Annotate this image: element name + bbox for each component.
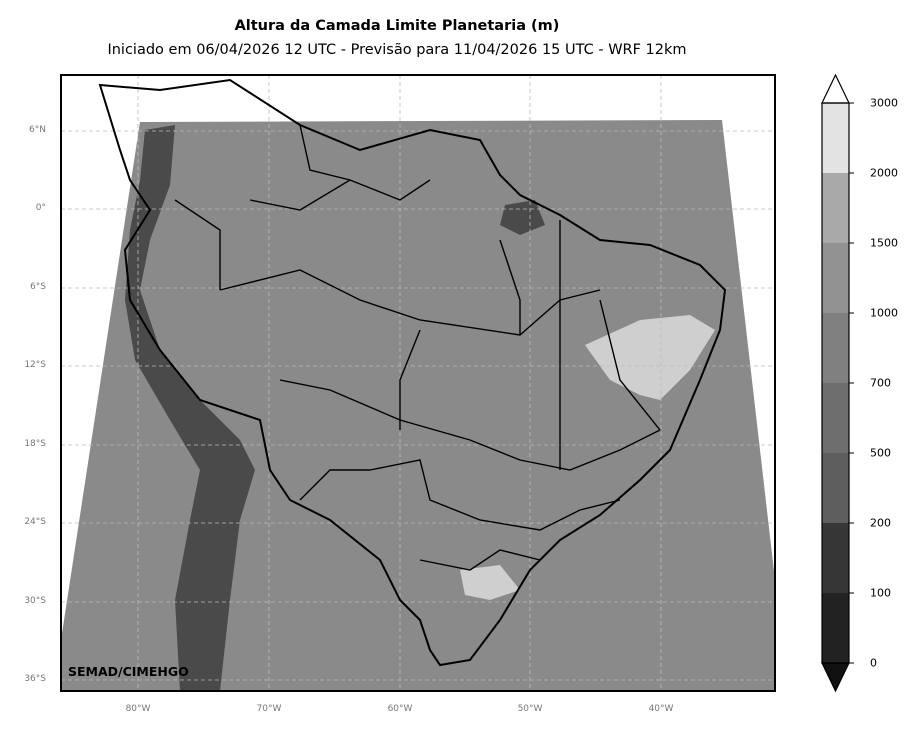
- colorbar-label-1000: 1000: [870, 306, 898, 320]
- colorbar-over-arrow: [821, 73, 850, 104]
- lon-label-50w: 50°W: [517, 704, 543, 714]
- lon-label-80w: 80°W: [125, 704, 151, 714]
- colorbar-label-500: 500: [870, 446, 891, 460]
- map-frame: [60, 74, 776, 692]
- graticule: [61, 75, 775, 691]
- political-borders: [174, 124, 661, 571]
- credit-label: SEMAD/CIMEHGO: [68, 664, 189, 679]
- andes-low-pbl-band: [125, 125, 255, 691]
- lat-label-18s: 18°S: [24, 439, 46, 449]
- colorbar-segment: [822, 243, 849, 313]
- colorbar-label-2000: 2000: [870, 166, 898, 180]
- colorbar-segment: [822, 173, 849, 243]
- colorbar-segment: [822, 313, 849, 383]
- model-domain: [61, 120, 775, 691]
- colorbar: [821, 73, 854, 693]
- lat-label-6n: 6°N: [29, 125, 46, 135]
- lon-label-60w: 60°W: [387, 704, 413, 714]
- lon-label-70w: 70°W: [256, 704, 282, 714]
- colorbar-segment: [822, 453, 849, 523]
- colorbar-label-3000: 3000: [870, 96, 898, 110]
- colorbar-label-0: 0: [870, 656, 877, 670]
- colorbar-segment: [822, 593, 849, 663]
- lon-label-40w: 40°W: [648, 704, 674, 714]
- northeast-high-pbl: [585, 315, 715, 400]
- colorbar-label-1500: 1500: [870, 236, 898, 250]
- lat-label-24s: 24°S: [24, 517, 46, 527]
- colorbar-label-700: 700: [870, 376, 891, 390]
- map-subtitle: Iniciado em 06/04/2026 12 UTC - Previsão…: [107, 42, 687, 58]
- colorbar-label-200: 200: [870, 516, 891, 530]
- lat-label-36s: 36°S: [24, 674, 46, 684]
- map-title: Altura da Camada Limite Planetaria (m): [234, 18, 560, 34]
- colorbar-segment: [822, 383, 849, 453]
- lat-label-30s: 30°S: [24, 596, 46, 606]
- south-america-coastline: [98, 78, 727, 667]
- lat-label-12s: 12°S: [24, 360, 46, 370]
- lat-label-0: 0°: [35, 203, 46, 213]
- south-high-pbl: [460, 565, 520, 600]
- lat-label-6s: 6°S: [30, 282, 46, 292]
- colorbar-under-arrow: [821, 662, 850, 693]
- colorbar-segment: [822, 103, 849, 173]
- colorbar-segment: [822, 523, 849, 593]
- colorbar-label-100: 100: [870, 586, 891, 600]
